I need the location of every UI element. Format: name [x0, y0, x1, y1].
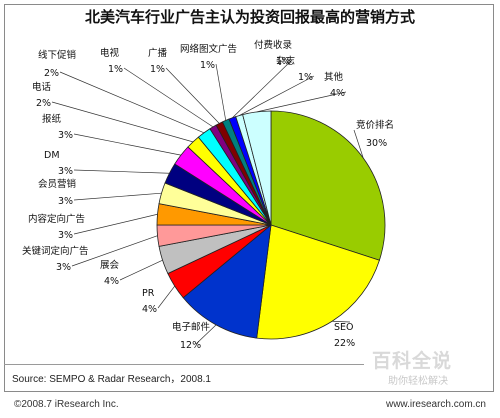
- leader-line: [215, 63, 227, 121]
- slice-percent-label: 3%: [58, 230, 73, 241]
- watermark-logo-text: 百科全说: [372, 350, 453, 372]
- leader-line: [256, 91, 347, 113]
- leader-line: [123, 67, 214, 128]
- slice-label: 付费收录: [254, 39, 293, 51]
- slice-label: SEO: [334, 322, 354, 333]
- leader-line: [73, 213, 158, 235]
- source-divider: [4, 364, 364, 365]
- pie-slice: [242, 110, 272, 226]
- slice-label: PR: [142, 288, 155, 299]
- slice-percent-label: 3%: [56, 262, 71, 273]
- slice-label: 电子邮件: [172, 321, 211, 333]
- slice-percent-label: 1%: [276, 56, 291, 67]
- leader-line: [232, 59, 293, 118]
- leader-line: [157, 285, 176, 309]
- pie-slice: [270, 110, 386, 261]
- slice-label: DM: [44, 150, 60, 161]
- leader-line: [119, 259, 163, 281]
- pie-slice: [256, 224, 380, 340]
- slice-percent-label: 1%: [200, 60, 215, 71]
- slice-percent-label: 2%: [36, 98, 51, 109]
- slice-label: 内容定向广告: [28, 213, 85, 225]
- chart-title: 北美汽车行业广告主认为投资回报最高的营销方式: [84, 8, 415, 26]
- slice-percent-label: 4%: [104, 276, 119, 287]
- leader-line: [165, 67, 220, 124]
- leader-line: [73, 133, 181, 156]
- slice-percent-label: 3%: [58, 196, 73, 207]
- leader-line: [71, 235, 158, 267]
- slice-label: 电话: [32, 81, 52, 93]
- leader-line: [239, 75, 315, 116]
- leader-line: [195, 324, 217, 345]
- slice-label: 电视: [100, 47, 120, 59]
- slice-percent-label: 1%: [150, 64, 165, 75]
- slice-percent-label: 12%: [180, 340, 201, 351]
- slice-label: 关键词定向广告: [22, 245, 89, 257]
- slice-percent-label: 1%: [108, 64, 123, 75]
- slice-percent-label: 22%: [334, 338, 355, 349]
- slice-label: 竞价排名: [356, 119, 394, 131]
- slice-percent-label: 3%: [58, 130, 73, 141]
- footer-copyright: ©2008.7 iResearch Inc.: [14, 399, 119, 410]
- slice-percent-label: 30%: [366, 138, 387, 149]
- leader-line: [73, 192, 162, 201]
- slice-percent-label: 4%: [142, 304, 157, 315]
- footer-website-link[interactable]: www.iresearch.com.cn: [385, 399, 486, 410]
- slice-label: 网络图文广告: [180, 43, 237, 55]
- slice-label: 杂志: [276, 55, 295, 67]
- slice-label: 展会: [100, 259, 120, 271]
- slice-label: 会员营销: [38, 178, 77, 190]
- source-note: Source: SEMPO & Radar Research，2008.1: [12, 374, 211, 385]
- slice-percent-label: 3%: [58, 166, 73, 177]
- slice-label: 报纸: [42, 113, 62, 125]
- leader-line: [332, 320, 351, 323]
- slice-percent-label: 4%: [330, 88, 345, 99]
- slice-label: 其他: [324, 71, 344, 83]
- slice-percent-label: 2%: [44, 68, 59, 79]
- slice-percent-label: 1%: [298, 72, 313, 83]
- leader-line: [73, 169, 170, 174]
- slice-label: 广播: [148, 47, 168, 59]
- watermark-slogan: 助你轻松解决: [388, 376, 448, 387]
- leader-line: [59, 71, 205, 134]
- slice-label: 线下促销: [38, 49, 77, 61]
- leader-line: [353, 129, 364, 159]
- leader-line: [51, 101, 194, 143]
